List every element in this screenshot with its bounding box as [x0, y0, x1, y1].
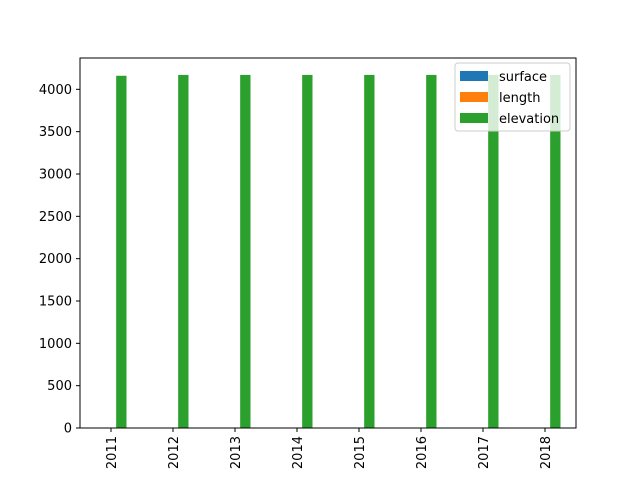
- y-tick-label: 1000: [39, 337, 72, 352]
- legend-label-length: length: [499, 91, 540, 106]
- bar-elevation-2013: [240, 74, 251, 428]
- legend-swatch-length: [460, 92, 488, 102]
- bar-elevation-2018: [550, 74, 561, 428]
- bar-elevation-2016: [426, 74, 437, 428]
- legend: surface length elevation: [454, 62, 571, 132]
- x-tick-label: 2014: [291, 436, 306, 469]
- x-tick-label: 2012: [167, 436, 182, 469]
- x-tick-label: 2018: [539, 436, 554, 469]
- y-tick-label: 2500: [39, 210, 72, 225]
- x-tick-label: 2016: [415, 436, 430, 469]
- bar-elevation-2014: [302, 74, 313, 428]
- x-axis: 2011 2012 2013 2014 2015 2016 2017 2018: [105, 428, 554, 469]
- y-tick-label: 4000: [39, 83, 72, 98]
- x-tick-label: 2013: [229, 436, 244, 469]
- bar-elevation-2011: [116, 75, 127, 428]
- legend-label-elevation: elevation: [499, 112, 559, 127]
- y-tick-label: 1500: [39, 294, 72, 309]
- plot-frame: [79, 57, 577, 429]
- legend-swatch-surface: [460, 71, 488, 81]
- bar-elevation-2012: [178, 74, 189, 428]
- bar-elevation-2017: [488, 74, 499, 428]
- x-tick-label: 2015: [353, 436, 368, 469]
- legend-label-surface: surface: [499, 70, 547, 85]
- legend-swatch-elevation: [460, 113, 488, 123]
- y-tick-label: 2000: [39, 252, 72, 267]
- y-tick-label: 0: [64, 422, 72, 437]
- y-tick-label: 3500: [39, 125, 72, 140]
- y-tick-label: 500: [47, 379, 72, 394]
- y-axis: 0 500 1000 1500 2000 2500 3000 3500 4000: [39, 83, 80, 437]
- bars-group: [116, 74, 561, 428]
- y-tick-label: 3000: [39, 167, 72, 182]
- x-tick-label: 2011: [105, 436, 120, 469]
- x-tick-label: 2017: [477, 436, 492, 469]
- bar-elevation-2015: [364, 74, 375, 428]
